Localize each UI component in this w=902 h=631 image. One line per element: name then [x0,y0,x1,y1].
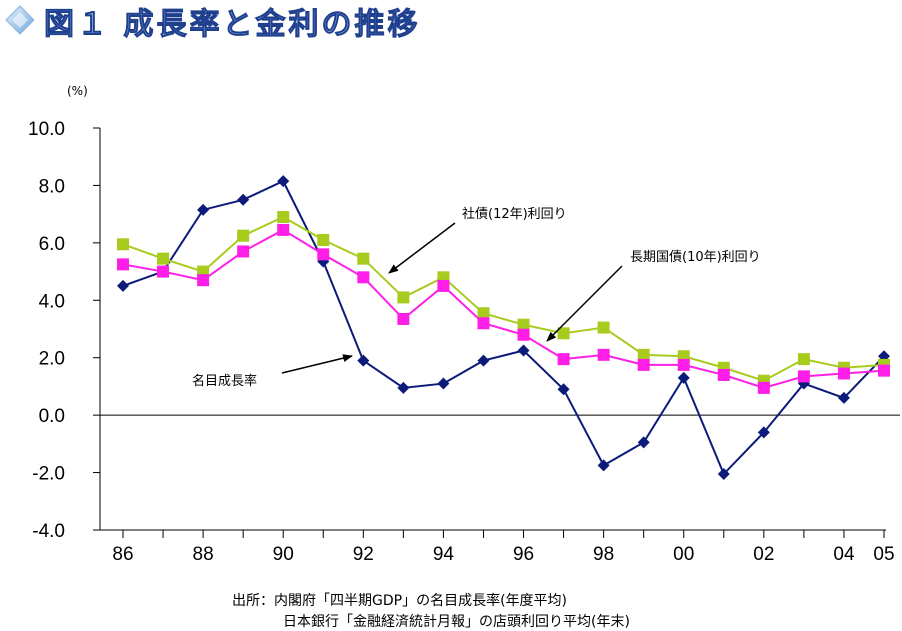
chart-title: 図１ 成長率と金利の推移 [44,7,420,42]
annotation-arrow [281,354,353,374]
govt-bond-yield-marker [317,248,330,261]
y-tick-label: 10.0 [28,119,65,140]
govt-bond-yield-marker [117,258,129,271]
y-tick-label: 6.0 [39,234,65,255]
chart-title-area: 図１ 成長率と金利の推移 [0,0,600,48]
govt-bond-yield-marker [878,364,890,377]
govt-bond-yield-marker [717,368,730,381]
govt-bond-yield-marker [837,367,850,380]
x-tick-label: 92 [353,544,374,565]
corporate-bond-yield-marker [277,211,290,224]
nominal-growth-marker [437,377,450,390]
nominal-growth-marker [397,381,410,394]
govt-bond-yield-marker [437,279,450,292]
nominal-growth-marker [557,383,570,396]
y-tick-label: 8.0 [39,176,65,197]
x-tick-label: 02 [753,544,774,565]
govt-bond-yield-marker [477,317,490,330]
annotation-label: 長期国債(10年)利回り [630,250,761,265]
y-tick-label: -4.0 [32,521,65,542]
corporate-bond-yield-marker [157,252,170,265]
govt-bond-yield-marker [277,223,290,236]
corporate-bond-yield-marker [557,327,570,340]
x-tick-label: 04 [833,544,855,565]
nominal-growth-marker [197,203,210,216]
title-diamond-icon [5,5,35,35]
y-tick-label: -2.0 [32,464,65,485]
corporate-bond-yield-marker [317,233,330,246]
y-tick-label: 0.0 [39,406,65,427]
govt-bond-yield-marker [757,381,770,394]
govt-bond-yield-marker [597,348,610,361]
x-tick-label: 96 [513,544,534,565]
corporate-bond-yield-marker [797,353,810,366]
corporate-bond-yield-marker [357,252,370,265]
corporate-bond-yield-marker [517,318,530,331]
govt-bond-yield-marker [197,274,210,287]
x-tick-label: 00 [673,544,694,565]
nominal-growth-marker [637,436,650,449]
annotation-label: 名目成長率 [192,373,257,389]
corporate-bond-yield-marker [117,238,129,251]
corporate-bond-yield-marker [597,321,610,334]
govt-bond-yield-marker [637,358,650,371]
nominal-growth-marker [717,468,730,481]
nominal-growth-marker [677,371,690,384]
nominal-growth-marker [237,193,250,206]
govt-bond-yield-marker [557,353,570,366]
y-tick-label: 2.0 [39,349,65,370]
corporate-bond-yield-marker [397,291,410,304]
nominal-growth-marker [277,175,290,188]
nominal-growth-marker [517,344,530,357]
corporate-bond-yield-line [122,215,885,382]
annotation-arrow [388,222,456,274]
govt-bond-yield-marker [357,271,370,284]
x-tick-label: 86 [112,544,133,565]
x-tick-label: 88 [193,544,214,565]
annotation-label: 社債(12年)利回り [462,206,567,222]
nominal-growth-marker [477,354,490,367]
nominal-growth-line [122,179,885,476]
annotation-arrow [546,265,623,342]
govt-bond-yield-marker [397,312,410,325]
govt-bond-yield-marker [157,265,170,278]
x-tick-label: 05 [873,544,894,565]
x-tick-label: 90 [273,544,294,565]
nominal-growth-marker [757,426,770,439]
corporate-bond-yield-marker [637,348,650,361]
source-note-line1: 出所：内閣府「四半期GDP」の名目成長率(年度平均) [232,592,567,609]
corporate-bond-yield-marker [237,229,250,242]
nominal-growth-marker [597,459,610,472]
y-tick-label: 4.0 [39,291,65,312]
source-note-line2: 日本銀行「金融経済統計月報」の店頭利回り平均(年末) [283,614,630,630]
nominal-growth-marker [117,279,129,292]
corporate-bond-yield-marker [477,307,490,320]
govt-bond-yield-marker [237,245,250,258]
nominal-growth-marker [357,354,370,367]
govt-bond-yield-line [122,228,885,389]
nominal-growth-marker [837,391,850,404]
y-axis-unit-label: (%) [67,84,88,98]
govt-bond-yield-marker [677,358,690,371]
govt-bond-yield-marker [517,328,530,341]
x-tick-label: 94 [433,544,455,565]
govt-bond-yield-marker [797,370,810,383]
x-tick-label: 98 [593,544,614,565]
